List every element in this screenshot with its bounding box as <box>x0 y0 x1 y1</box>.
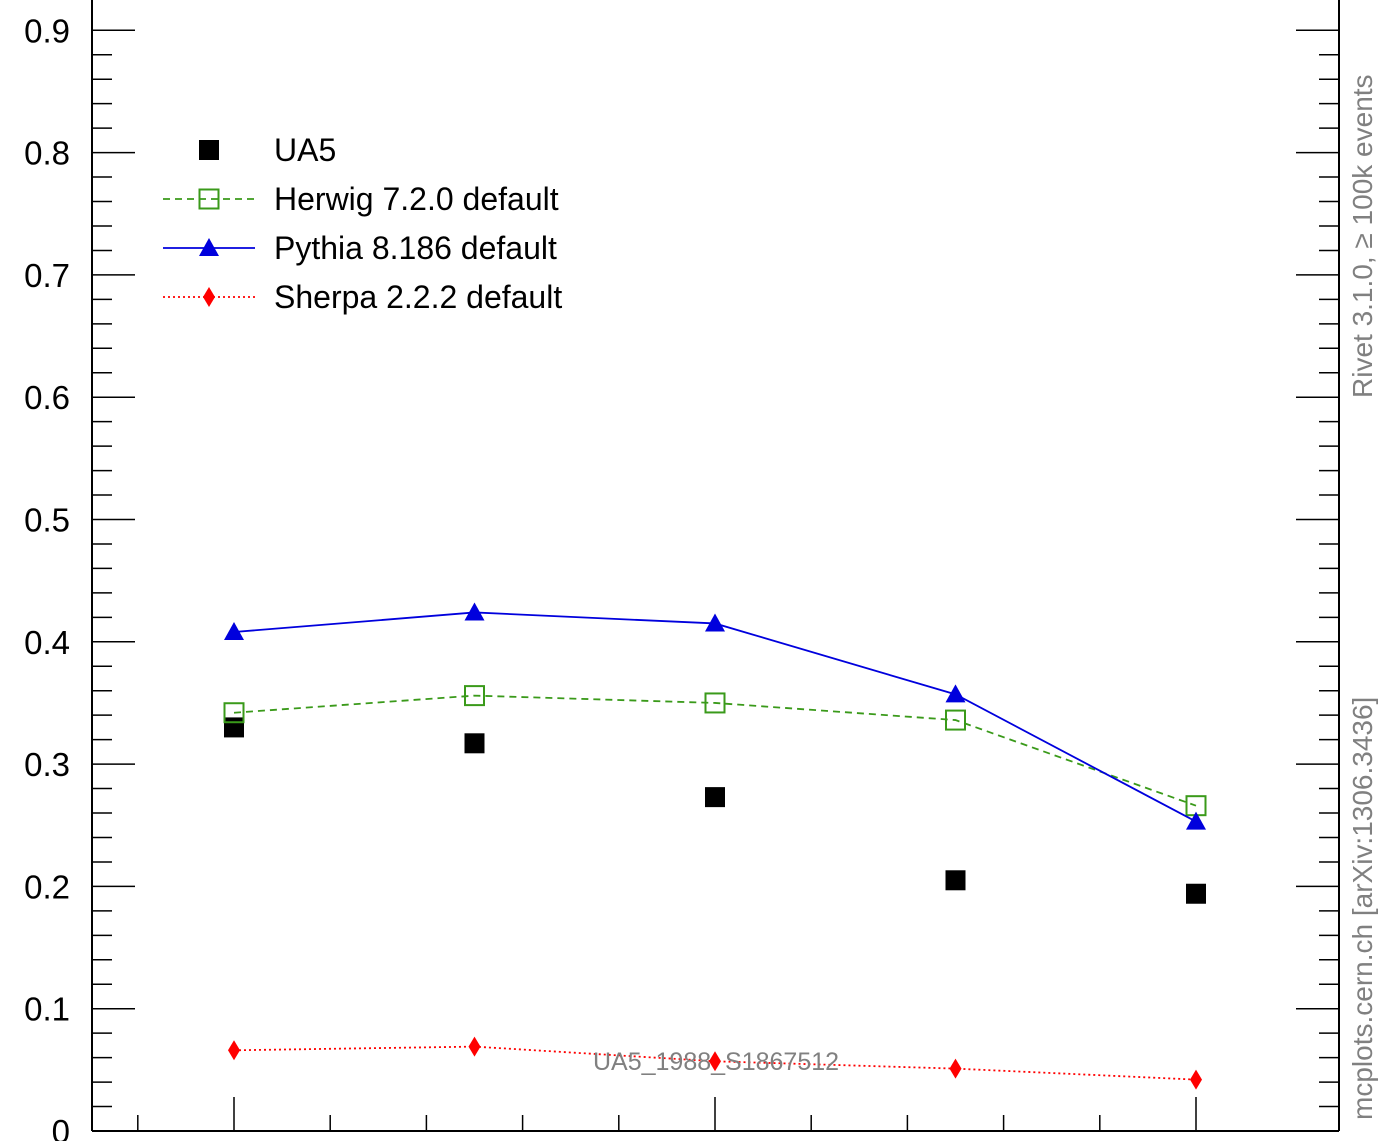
data-point-open-square <box>464 685 485 707</box>
legend-label: Sherpa 2.2.2 default <box>274 279 562 315</box>
rivet-version-label: Rivet 3.1.0, ≥ 100k events <box>1347 74 1378 398</box>
data-point-square <box>224 717 244 738</box>
legend-entry: Sherpa 2.2.2 default <box>163 279 562 315</box>
y-tick-label: 0.1 <box>24 991 70 1028</box>
data-point-triangle <box>224 622 244 641</box>
data-point-open-square <box>704 692 726 714</box>
y-tick-label: 0.4 <box>24 624 70 661</box>
data-point-square <box>199 140 219 160</box>
plot-frame <box>91 0 1340 1132</box>
legend-label: Pythia 8.186 default <box>274 230 557 266</box>
legend-entry: Pythia 8.186 default <box>163 230 557 266</box>
y-tick-label: 0.3 <box>24 746 70 783</box>
y-tick-label: 0.2 <box>24 868 70 905</box>
y-tick-label: 0.8 <box>24 135 70 172</box>
data-point-square <box>705 787 725 808</box>
data-point-diamond <box>203 287 215 307</box>
y-tick-label: 0.9 <box>24 12 70 49</box>
data-point-open-square <box>945 709 966 731</box>
data-point-square <box>464 733 485 754</box>
legend: UA5 Herwig 7.2.0 default Pythia 8.186 defa… <box>163 132 562 315</box>
data-point-triangle <box>464 602 485 621</box>
data-point-diamond <box>709 1051 721 1072</box>
y-tick-label: 0.7 <box>24 257 70 294</box>
series-line <box>233 694 1197 807</box>
data-point-square <box>945 870 966 891</box>
legend-label: Herwig 7.2.0 default <box>274 181 559 217</box>
series-ua5 <box>224 717 1206 904</box>
legend-entry: UA5 <box>199 132 336 168</box>
data-point-open-square <box>223 702 245 724</box>
y-tick-label: 0.5 <box>24 502 70 539</box>
data-point-triangle <box>705 613 725 632</box>
data-point-triangle <box>199 238 219 256</box>
data-series <box>223 602 1207 1090</box>
axis-ticks <box>92 29 1339 1132</box>
data-point-triangle <box>1186 811 1206 830</box>
series-pythia <box>224 602 1206 830</box>
y-tick-label: 0.6 <box>24 379 70 416</box>
data-point-diamond <box>949 1058 962 1079</box>
data-point-diamond <box>228 1040 240 1061</box>
data-point-triangle <box>945 684 966 703</box>
y-tick-label: 0 <box>52 1113 70 1141</box>
data-point-diamond <box>1190 1069 1202 1090</box>
legend-entry: Herwig 7.2.0 default <box>163 181 559 217</box>
mcplots-source-label: mcplots.cern.ch [arXiv:1306.3436] <box>1347 697 1378 1120</box>
data-point-open-square <box>198 188 220 210</box>
series-herwig <box>223 685 1207 817</box>
data-point-diamond <box>468 1036 481 1057</box>
analysis-watermark: UA5_1988_S1867512 <box>593 1048 839 1076</box>
data-point-square <box>1186 883 1206 904</box>
legend-label: UA5 <box>274 132 336 168</box>
y-tick-labels: 0 0.1 0.2 0.3 0.4 0.5 0.6 0.7 0.8 0.9 <box>24 12 70 1141</box>
series-sherpa <box>228 1036 1202 1090</box>
